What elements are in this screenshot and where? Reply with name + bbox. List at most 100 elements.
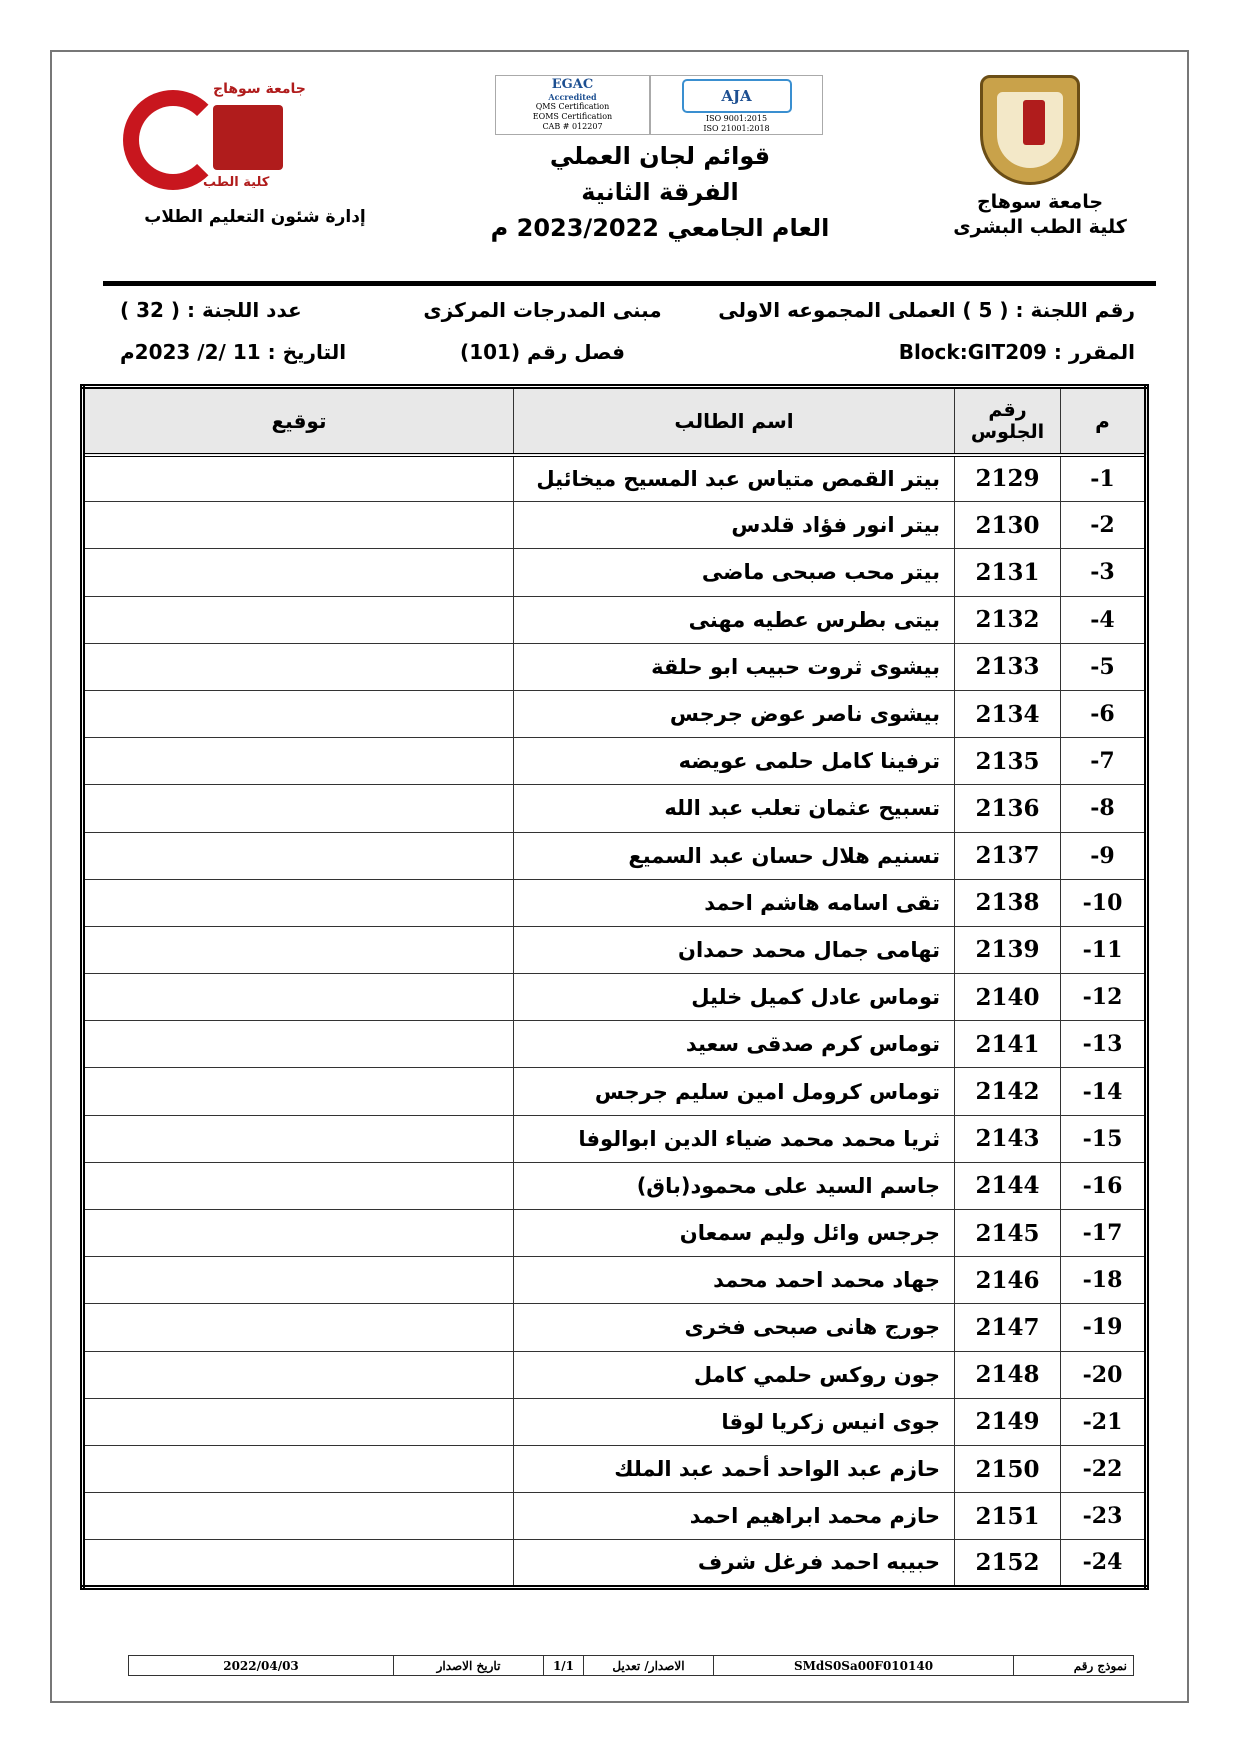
row-number: -23 <box>1060 1492 1147 1541</box>
signature-cell[interactable] <box>82 973 514 1022</box>
row-number: -15 <box>1060 1114 1147 1163</box>
row-number: -22 <box>1060 1444 1147 1494</box>
signature-cell[interactable] <box>82 1303 514 1352</box>
seat-number: 2131 <box>954 548 1061 597</box>
seat-number: 2141 <box>954 1020 1061 1069</box>
row-number: -11 <box>1060 925 1147 975</box>
table-row: -9 2137 تسنيم هلال حسان عبد السميع <box>82 831 1147 880</box>
signature-cell[interactable] <box>82 784 514 833</box>
student-name: جون روكس حلمي كامل <box>513 1350 955 1399</box>
form-footer: نموذج رقم SMdS0Sa00F010140 الاصدار/ تعدي… <box>128 1655 1134 1676</box>
signature-cell[interactable] <box>82 1492 514 1541</box>
student-name: بيتر محب صبحى ماضى <box>513 548 955 597</box>
egac-text: EGAC <box>551 77 594 92</box>
signature-cell[interactable] <box>82 1444 514 1494</box>
issue-date-label: تاريخ الاصدار <box>393 1655 544 1676</box>
table-row: -15 2143 ثريا محمد محمد ضياء الدين ابوالوف… <box>82 1114 1147 1163</box>
student-name: ثريا محمد محمد ضياء الدين ابوالوفا <box>513 1114 955 1163</box>
student-name: بيشوى ثروت حبيب ابو حلقة <box>513 642 955 691</box>
signature-cell[interactable] <box>82 501 514 550</box>
table-row: -24 2152 حبيبه احمد فرغل شرف <box>82 1539 1147 1588</box>
seat-number: 2129 <box>954 453 1061 503</box>
table-row: -16 2144 جاسم السيد على محمود(باق) <box>82 1161 1147 1211</box>
signature-cell[interactable] <box>82 642 514 691</box>
signature-cell[interactable] <box>82 1350 514 1399</box>
table-row: -22 2150 حازم عبد الواحد أحمد عبد الملك <box>82 1444 1147 1494</box>
signature-cell[interactable] <box>82 1539 514 1588</box>
student-name: بيشوى ناصر عوض جرجس <box>513 689 955 739</box>
table-row: -3 2131 بيتر محب صبحى ماضى <box>82 548 1147 597</box>
table-row: -21 2149 جوى انيس زكريا لوقا <box>82 1397 1147 1446</box>
seat-number: 2137 <box>954 831 1061 880</box>
signature-cell[interactable] <box>82 689 514 739</box>
signature-cell[interactable] <box>82 548 514 597</box>
student-name: تسنيم هلال حسان عبد السميع <box>513 831 955 880</box>
seat-number: 2142 <box>954 1067 1061 1116</box>
signature-cell[interactable] <box>82 1208 514 1258</box>
issue-date: 2022/04/03 <box>128 1655 394 1676</box>
table-row: -7 2135 ترفينا كامل حلمى عويضه <box>82 737 1147 786</box>
seat-number: 2145 <box>954 1208 1061 1258</box>
seat-number: 2136 <box>954 784 1061 833</box>
row-number: -4 <box>1060 595 1147 644</box>
row-number: -10 <box>1060 878 1147 927</box>
signature-cell[interactable] <box>82 595 514 644</box>
version-label: الاصدار/ تعديل <box>583 1655 714 1676</box>
seat-number: 2151 <box>954 1492 1061 1541</box>
signature-cell[interactable] <box>82 925 514 975</box>
signature-cell[interactable] <box>82 1114 514 1163</box>
seat-number: 2146 <box>954 1256 1061 1305</box>
seat-number: 2144 <box>954 1161 1061 1211</box>
form-label: نموذج رقم <box>1013 1655 1134 1676</box>
signature-cell[interactable] <box>82 453 514 503</box>
egac-line: EOMS Certification <box>532 112 613 121</box>
row-number: -5 <box>1060 642 1147 691</box>
date: التاريخ : 11 /2/ 2023م <box>120 340 347 364</box>
student-name: تسبيح عثمان تعلب عبد الله <box>513 784 955 833</box>
seat-number: 2143 <box>954 1114 1061 1163</box>
signature-cell[interactable] <box>82 1256 514 1305</box>
row-number: -1 <box>1060 453 1147 503</box>
row-number: -8 <box>1060 784 1147 833</box>
seat-number: 2132 <box>954 595 1061 644</box>
aja-text: AJA <box>681 79 792 113</box>
table-row: -20 2148 جون روكس حلمي كامل <box>82 1350 1147 1399</box>
signature-cell[interactable] <box>82 1397 514 1446</box>
row-number: -20 <box>1060 1350 1147 1399</box>
table-row: -1 2129 بيتر القمص متياس عبد المسيح ميخائي… <box>82 453 1147 503</box>
signature-cell[interactable] <box>82 1020 514 1069</box>
signature-cell[interactable] <box>82 1067 514 1116</box>
table-row: -18 2146 جهاد محمد احمد محمد <box>82 1256 1147 1305</box>
seat-number: 2138 <box>954 878 1061 927</box>
course: المقرر : Block:GIT209 <box>898 340 1135 364</box>
table-row: -4 2132 بيتى بطرس عطيه مهنى <box>82 595 1147 644</box>
seat-number: 2140 <box>954 973 1061 1022</box>
form-number: SMdS0Sa00F010140 <box>713 1655 1014 1676</box>
seat-number: 2152 <box>954 1539 1061 1588</box>
row-number: -19 <box>1060 1303 1147 1352</box>
student-name: تهامى جمال محمد حمدان <box>513 925 955 975</box>
logo-text-bottom: كلية الطب <box>203 175 270 190</box>
row-number: -7 <box>1060 737 1147 786</box>
signature-cell[interactable] <box>82 737 514 786</box>
row-number: -16 <box>1060 1161 1147 1211</box>
title-line3: العام الجامعي 2023/2022 م <box>490 214 830 242</box>
table-row: -5 2133 بيشوى ثروت حبيب ابو حلقة <box>82 642 1147 691</box>
egac-logo: EGAC Accredited QMS Certification EOMS C… <box>495 75 650 135</box>
faculty-name: كلية الطب البشرى <box>953 216 1127 238</box>
student-name: جرجس وائل وليم سمعان <box>513 1208 955 1258</box>
seat-number: 2130 <box>954 501 1061 550</box>
seat-number: 2147 <box>954 1303 1061 1352</box>
table-row: -12 2140 توماس عادل كميل خليل <box>82 973 1147 1022</box>
signature-cell[interactable] <box>82 831 514 880</box>
egac-sub: Accredited <box>548 92 597 102</box>
signature-cell[interactable] <box>82 1161 514 1211</box>
row-number: -3 <box>1060 548 1147 597</box>
header-no: م <box>1060 386 1147 457</box>
row-number: -13 <box>1060 1020 1147 1069</box>
header-seat: رقم الجلوس <box>954 386 1061 457</box>
header-name: اسم الطالب <box>513 386 955 457</box>
student-name: جاسم السيد على محمود(باق) <box>513 1161 955 1211</box>
signature-cell[interactable] <box>82 878 514 927</box>
title-line1: قوائم لجان العملي <box>549 142 771 170</box>
